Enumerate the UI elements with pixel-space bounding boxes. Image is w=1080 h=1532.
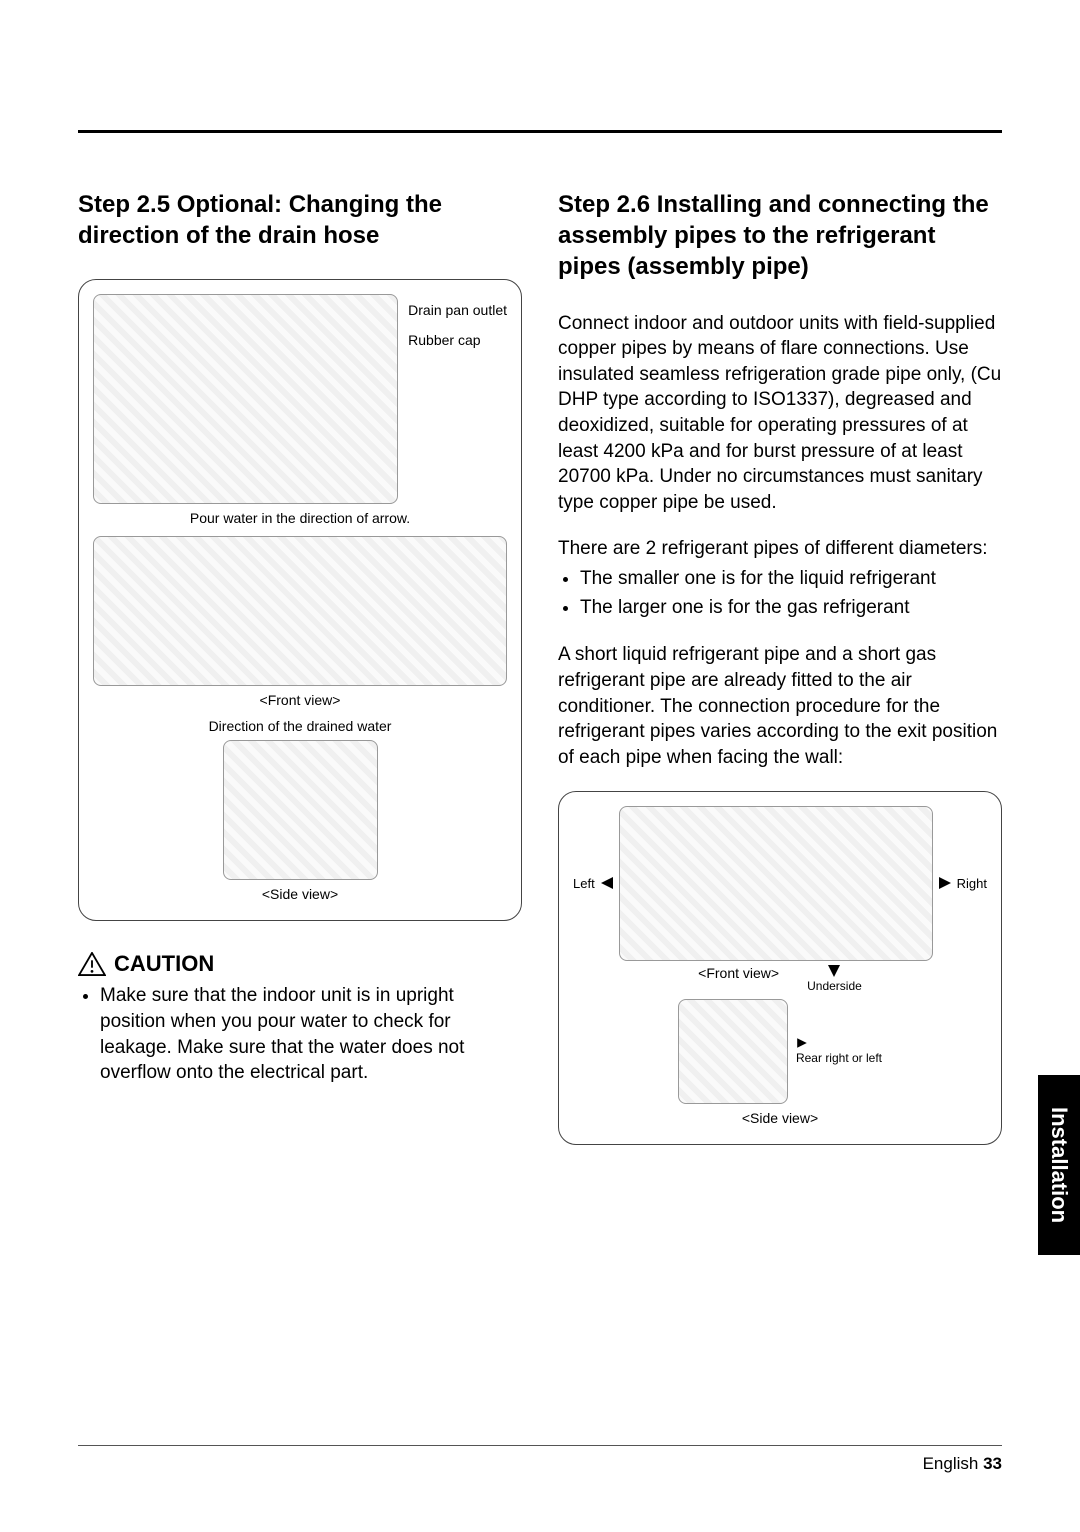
page-footer: English 33	[78, 1445, 1002, 1474]
pipe-intro-paragraph: Connect indoor and outdoor units with fi…	[558, 311, 1002, 516]
warning-icon	[78, 952, 106, 976]
rear-label: Rear right or left	[796, 1051, 882, 1065]
caution-list: Make sure that the indoor unit is in upr…	[78, 983, 522, 1086]
pipe-count-paragraph: There are 2 refrigerant pipes of differe…	[558, 536, 1002, 562]
footer-page-number: 33	[983, 1454, 1002, 1473]
front-view-label-2: <Front view>	[698, 965, 779, 981]
drain-direction-caption: Direction of the drained water	[93, 718, 507, 734]
left-column: Step 2.5 Optional: Changing the directio…	[78, 189, 522, 1175]
step-2-6-title: Step 2.6 Installing and connecting the a…	[558, 189, 1002, 283]
side-view-label-2: <Side view>	[742, 1110, 818, 1126]
list-item: The smaller one is for the liquid refrig…	[580, 565, 1002, 594]
pipe-bullets: The smaller one is for the liquid refrig…	[558, 565, 1002, 622]
right-arrow-label: Right	[957, 876, 987, 891]
arrow-right-small-icon	[797, 1038, 807, 1048]
underside-label: Underside	[807, 979, 862, 993]
pipe-diagram-front	[619, 806, 933, 961]
arrow-left-icon	[601, 877, 613, 889]
callout-rubber-cap: Rubber cap	[408, 332, 507, 348]
drain-diagram-top	[93, 294, 398, 504]
pipe-diagram-side	[678, 999, 788, 1104]
list-item: The larger one is for the gas refrigeran…	[580, 594, 1002, 623]
content-columns: Step 2.5 Optional: Changing the directio…	[78, 189, 1002, 1175]
side-view-label: <Side view>	[93, 886, 507, 902]
front-view-label: <Front view>	[93, 692, 507, 708]
footer-language: English	[923, 1454, 979, 1473]
drain-hose-figure: Drain pan outlet Rubber cap Pour water i…	[78, 279, 522, 921]
arrow-down-icon	[828, 965, 840, 977]
arrow-right-icon	[939, 877, 951, 889]
drain-diagram-front	[93, 536, 507, 686]
caution-label: CAUTION	[114, 951, 214, 977]
caution-heading: CAUTION	[78, 951, 522, 977]
pour-water-caption: Pour water in the direction of arrow.	[93, 510, 507, 526]
drain-diagram-side	[223, 740, 378, 880]
callout-drain-outlet: Drain pan outlet	[408, 302, 507, 318]
right-column: Step 2.6 Installing and connecting the a…	[558, 189, 1002, 1175]
top-rule	[78, 130, 1002, 133]
caution-item: Make sure that the indoor unit is in upr…	[100, 983, 522, 1086]
section-tab-label: Installation	[1046, 1107, 1072, 1223]
section-tab: Installation	[1038, 1075, 1080, 1255]
left-arrow-label: Left	[573, 876, 595, 891]
step-2-5-title: Step 2.5 Optional: Changing the directio…	[78, 189, 522, 251]
pipe-procedure-paragraph: A short liquid refrigerant pipe and a sh…	[558, 642, 1002, 770]
pipe-exit-figure: Left Right <Front view> Underside	[558, 791, 1002, 1145]
